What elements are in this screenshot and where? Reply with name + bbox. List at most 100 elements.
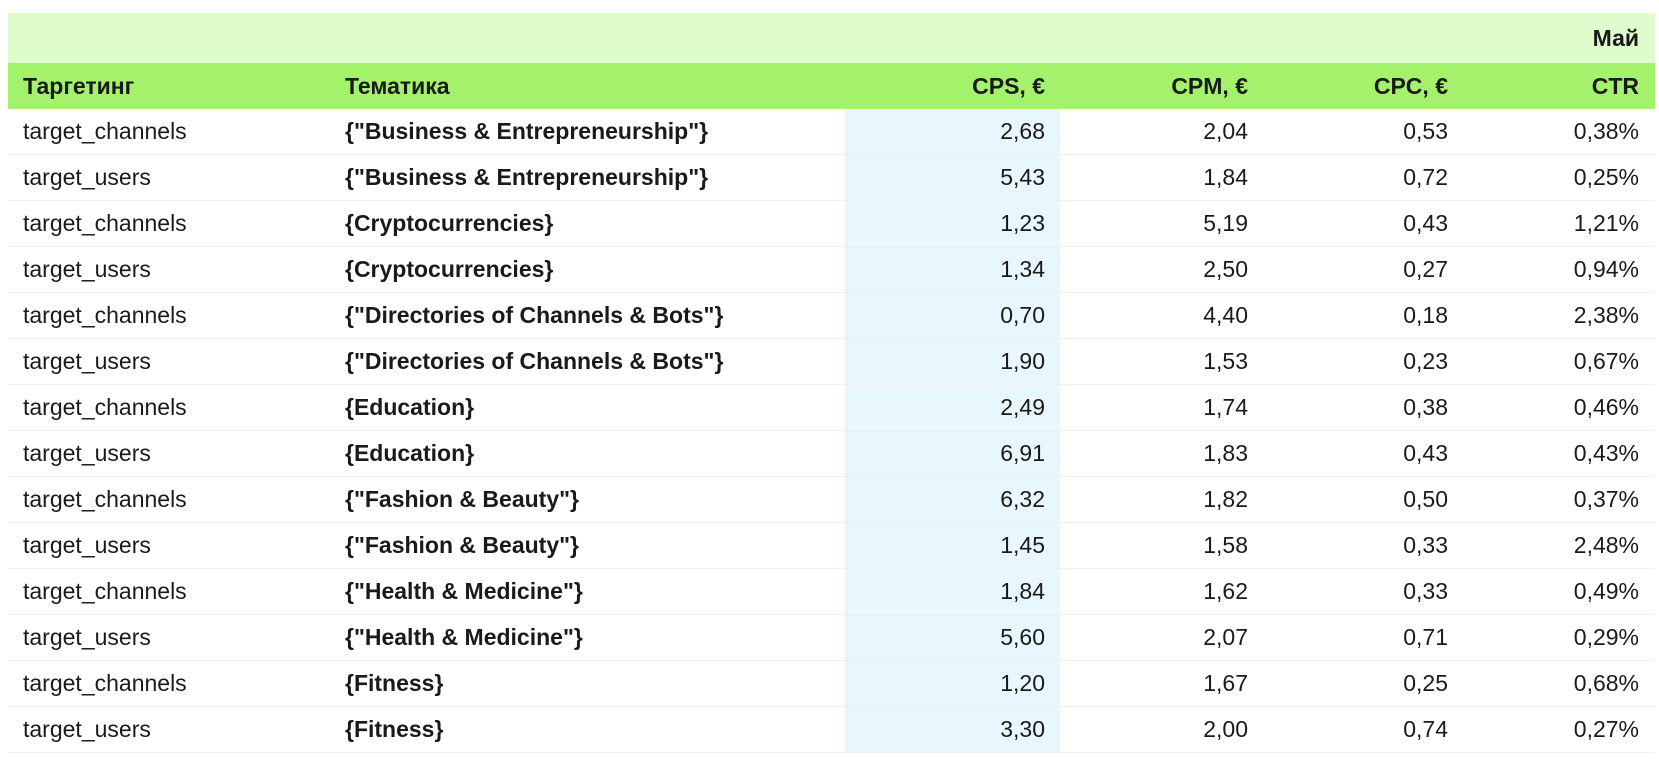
cell-ctr: 0,29% — [1573, 624, 1639, 650]
cell-cpm: 2,04 — [1203, 118, 1248, 144]
month-label: Май — [1592, 24, 1639, 51]
cell-cps: 5,60 — [845, 615, 1060, 660]
table-row: target_channels {"Business & Entrepreneur… — [8, 109, 1655, 155]
cell-cpc: 0,50 — [1403, 486, 1448, 512]
cell-cps: 0,70 — [845, 293, 1060, 338]
cell-topic: {Fitness} — [345, 716, 444, 742]
cell-cpc: 0,33 — [1403, 532, 1448, 558]
cell-targeting: target_users — [23, 348, 151, 374]
data-table: Май Таргетинг Тематика CPS, € CPM, € CPC… — [8, 13, 1655, 753]
cell-cpm: 1,58 — [1203, 532, 1248, 558]
cell-cpc: 0,43 — [1403, 210, 1448, 236]
cell-cps: 6,32 — [845, 477, 1060, 522]
cell-ctr: 0,46% — [1573, 394, 1639, 420]
cell-cpc: 0,71 — [1403, 624, 1448, 650]
cell-cps: 6,91 — [845, 431, 1060, 476]
cell-ctr: 0,27% — [1573, 716, 1639, 742]
cell-targeting: target_users — [23, 716, 151, 742]
cell-ctr: 0,43% — [1573, 440, 1639, 466]
table-row: target_channels {Cryptocurrencies} 1,23 5,1… — [8, 201, 1655, 247]
cell-ctr: 1,21% — [1573, 210, 1639, 236]
cell-topic: {"Business & Entrepreneurship"} — [345, 164, 709, 190]
cell-cpm: 1,53 — [1203, 348, 1248, 374]
cell-cpc: 0,74 — [1403, 716, 1448, 742]
cell-cpc: 0,25 — [1403, 670, 1448, 696]
cell-cpm: 1,67 — [1203, 670, 1248, 696]
cell-targeting: target_channels — [23, 210, 187, 236]
cell-cps: 1,20 — [845, 661, 1060, 706]
cell-topic: {Education} — [345, 440, 475, 466]
cell-cps: 3,30 — [845, 707, 1060, 752]
header-targeting: Таргетинг — [23, 72, 135, 99]
header-cpc: CPC, € — [1373, 72, 1448, 99]
cell-targeting: target_users — [23, 256, 151, 282]
cell-cpm: 2,00 — [1203, 716, 1248, 742]
cell-cpm: 1,74 — [1203, 394, 1248, 420]
cell-ctr: 0,49% — [1573, 578, 1639, 604]
cell-cpc: 0,27 — [1403, 256, 1448, 282]
table-row: target_users {Education} 6,91 1,83 0,43 0,43% — [8, 431, 1655, 477]
table-row: target_channels {"Directories of Channels… — [8, 293, 1655, 339]
table-row: target_users {"Fashion & Beauty"} 1,45 1,58… — [8, 523, 1655, 569]
cell-topic: {Cryptocurrencies} — [345, 256, 554, 282]
cell-ctr: 2,48% — [1573, 532, 1639, 558]
column-header-row: Таргетинг Тематика CPS, € CPM, € CPC, € … — [8, 63, 1655, 109]
cell-cpc: 0,43 — [1403, 440, 1448, 466]
cell-targeting: target_users — [23, 440, 151, 466]
cell-topic: {"Fashion & Beauty"} — [345, 486, 579, 512]
cell-topic: {"Directories of Channels & Bots"} — [345, 348, 724, 374]
cell-targeting: target_channels — [23, 670, 187, 696]
table-body: target_channels {"Business & Entrepreneur… — [8, 109, 1655, 753]
cell-cpc: 0,23 — [1403, 348, 1448, 374]
cell-ctr: 0,67% — [1573, 348, 1639, 374]
cell-cpc: 0,33 — [1403, 578, 1448, 604]
cell-targeting: target_channels — [23, 302, 187, 328]
table-row: target_channels {"Fashion & Beauty"} 6,32 1… — [8, 477, 1655, 523]
cell-ctr: 0,37% — [1573, 486, 1639, 512]
cell-topic: {"Health & Medicine"} — [345, 578, 583, 604]
table-row: target_users {"Business & Entrepreneurshi… — [8, 155, 1655, 201]
cell-topic: {"Business & Entrepreneurship"} — [345, 118, 709, 144]
cell-topic: {Cryptocurrencies} — [345, 210, 554, 236]
cell-targeting: target_channels — [23, 394, 187, 420]
cell-topic: {"Health & Medicine"} — [345, 624, 583, 650]
cell-cpc: 0,72 — [1403, 164, 1448, 190]
cell-ctr: 0,94% — [1573, 256, 1639, 282]
cell-cps: 1,84 — [845, 569, 1060, 614]
table-row: target_users {Fitness} 3,30 2,00 0,74 0,27% — [8, 707, 1655, 753]
cell-cps: 1,34 — [845, 247, 1060, 292]
cell-ctr: 0,38% — [1573, 118, 1639, 144]
cell-topic: {Education} — [345, 394, 475, 420]
cell-cps: 5,43 — [845, 155, 1060, 200]
cell-cpm: 2,50 — [1203, 256, 1248, 282]
cell-targeting: target_users — [23, 164, 151, 190]
table-row: target_channels {Fitness} 1,20 1,67 0,25 0,68… — [8, 661, 1655, 707]
cell-cpc: 0,53 — [1403, 118, 1448, 144]
cell-topic: {"Directories of Channels & Bots"} — [345, 302, 724, 328]
cell-cpm: 4,40 — [1203, 302, 1248, 328]
cell-cpm: 2,07 — [1203, 624, 1248, 650]
cell-cps: 2,68 — [845, 109, 1060, 154]
cell-cpc: 0,18 — [1403, 302, 1448, 328]
table-row: target_channels {Education} 2,49 1,74 0,38 0,… — [8, 385, 1655, 431]
header-topic: Тематика — [345, 72, 450, 99]
cell-cpm: 5,19 — [1203, 210, 1248, 236]
table-row: target_users {"Health & Medicine"} 5,60 2,0… — [8, 615, 1655, 661]
cell-cpc: 0,38 — [1403, 394, 1448, 420]
cell-targeting: target_channels — [23, 486, 187, 512]
cell-targeting: target_channels — [23, 578, 187, 604]
cell-cps: 2,49 — [845, 385, 1060, 430]
header-cpm: CPM, € — [1171, 72, 1248, 99]
cell-targeting: target_users — [23, 624, 151, 650]
cell-topic: {"Fashion & Beauty"} — [345, 532, 579, 558]
cell-cpm: 1,62 — [1203, 578, 1248, 604]
table-row: target_channels {"Health & Medicine"} 1,84… — [8, 569, 1655, 615]
cell-cpm: 1,83 — [1203, 440, 1248, 466]
cell-cps: 1,90 — [845, 339, 1060, 384]
cell-ctr: 2,38% — [1573, 302, 1639, 328]
header-ctr: CTR — [1591, 72, 1639, 99]
cell-cpm: 1,84 — [1203, 164, 1248, 190]
cell-targeting: target_users — [23, 532, 151, 558]
cell-cps: 1,45 — [845, 523, 1060, 568]
cell-cpm: 1,82 — [1203, 486, 1248, 512]
